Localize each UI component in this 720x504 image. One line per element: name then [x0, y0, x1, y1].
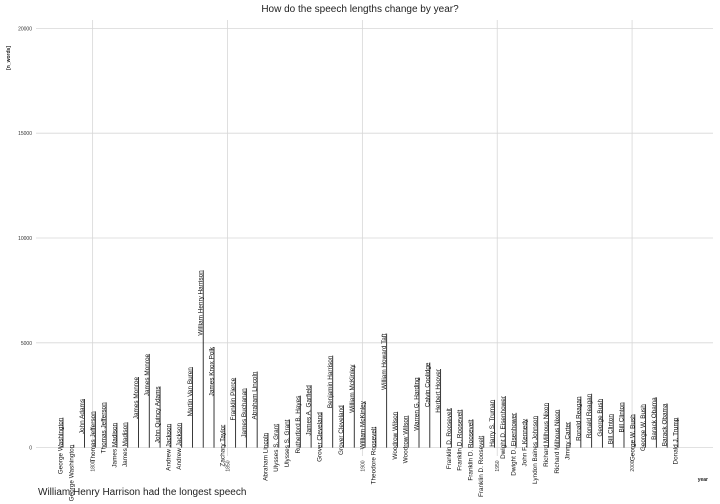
x-tick-label: 1800 — [91, 460, 97, 471]
president-label: Thomas Jefferson — [90, 411, 97, 462]
president-label: James Knox Polk — [209, 346, 216, 396]
president-label: Bill Clinton — [618, 402, 625, 433]
president-label: George Washington — [57, 417, 64, 474]
president-label: Zachary Taylor — [219, 424, 226, 467]
x-tick-label: 1850 — [226, 460, 232, 471]
president-label: Ulysses S. Grant — [284, 419, 291, 467]
president-label: Franklin D. Roosevelt — [457, 409, 464, 470]
president-label: William McKinley — [349, 364, 356, 413]
chart-caption: William Henry Harrison had the longest s… — [38, 487, 247, 498]
y-tick-label: 0 — [29, 446, 32, 452]
president-label: Ronald Reagan — [586, 393, 593, 438]
president-label: George W. Bush — [629, 414, 636, 461]
x-tick-label: 2000 — [630, 460, 636, 471]
y-tick-label: 5000 — [21, 341, 32, 347]
president-label: Barack Obama — [651, 397, 658, 440]
president-label: John Quincy Adams — [155, 386, 162, 443]
president-label: Martin Van Buren — [187, 367, 194, 417]
president-label: Lyndon Baines Johnson — [532, 416, 539, 484]
president-label: Bill Clinton — [608, 414, 615, 445]
president-label: Abraham Lincoln — [252, 371, 259, 419]
president-label: George W. Bush — [640, 404, 647, 451]
president-label: Benjamin Harrison — [327, 355, 334, 408]
president-label: James Monroe — [144, 353, 151, 396]
president-label: Jimmy Carter — [565, 421, 572, 460]
president-label: Ronald Reagan — [575, 396, 582, 441]
president-label: Harry S. Truman — [489, 399, 496, 446]
president-label: Franklin D. Roosevelt — [467, 419, 474, 480]
president-label: Grover Cleveland — [316, 412, 323, 462]
president-label: Franklin D. Roosevelt — [478, 436, 485, 497]
chart-marks: George Washington George Washington John A… — [57, 270, 679, 502]
president-label: James Buchanan — [241, 388, 248, 438]
president-label: William McKinley — [360, 400, 367, 449]
y-tick-label: 20000 — [18, 26, 32, 32]
president-label: John F. Kennedy — [521, 418, 528, 466]
x-axis-label: year — [698, 477, 708, 483]
president-label: James Madison — [122, 422, 129, 467]
president-label: Donald J. Trump — [672, 417, 679, 464]
y-axis-label: [n_words] — [6, 46, 12, 70]
president-label: Woodrow Wilson — [392, 411, 399, 459]
x-tick-label: 1900 — [360, 460, 366, 471]
president-label: George Washington — [68, 444, 75, 501]
president-label: James A. Garfield — [306, 385, 313, 436]
president-label: Richard Milhous Nixon — [543, 403, 550, 467]
president-label: Grover Cleveland — [338, 405, 345, 455]
president-label: George Bush — [597, 399, 604, 437]
president-label: Woodrow Wilson — [403, 415, 410, 463]
president-label: Abraham Lincoln — [262, 433, 269, 481]
president-label: Warren G. Harding — [414, 377, 421, 431]
president-label: Rutherford B. Hayes — [295, 396, 302, 454]
president-label: Theodore Roosevelt — [370, 427, 377, 485]
president-label: Andrew Jackson — [165, 423, 172, 470]
y-tick-label: 10000 — [18, 236, 32, 242]
president-label: John Adams — [79, 399, 86, 434]
president-label: Calvin Coolidge — [424, 362, 431, 407]
grid-lines: 0 5000 10000 15000 20000 1800 1850 1900 1950 2000 — [18, 20, 713, 472]
president-label: Richard Milhous Nixon — [554, 409, 561, 473]
president-label: James Monroe — [133, 377, 140, 420]
president-label: William Howard Taft — [381, 333, 388, 390]
y-tick-label: 15000 — [18, 131, 32, 137]
president-label: Herbert Hoover — [435, 368, 442, 413]
president-label: Dwight D. Eisenhower — [500, 395, 507, 459]
president-label: Barack Obama — [662, 403, 669, 446]
president-label: Franklin D. Roosevelt — [446, 408, 453, 469]
president-label: William Henry Harrison — [198, 270, 205, 336]
axis-labels: [n_words] year — [6, 46, 708, 483]
president-label: Andrew Jackson — [176, 422, 183, 469]
chart-title: How do the speech lengths change by year… — [261, 4, 459, 15]
x-tick-label: 1950 — [495, 460, 501, 471]
president-label: Franklin Pierce — [230, 377, 237, 420]
president-label: James Madison — [111, 422, 118, 467]
president-label: Dwight D. Eisenhower — [511, 412, 518, 476]
president-label: Ulysses S. Grant — [273, 424, 280, 472]
president-label: Thomas Jefferson — [101, 402, 108, 453]
